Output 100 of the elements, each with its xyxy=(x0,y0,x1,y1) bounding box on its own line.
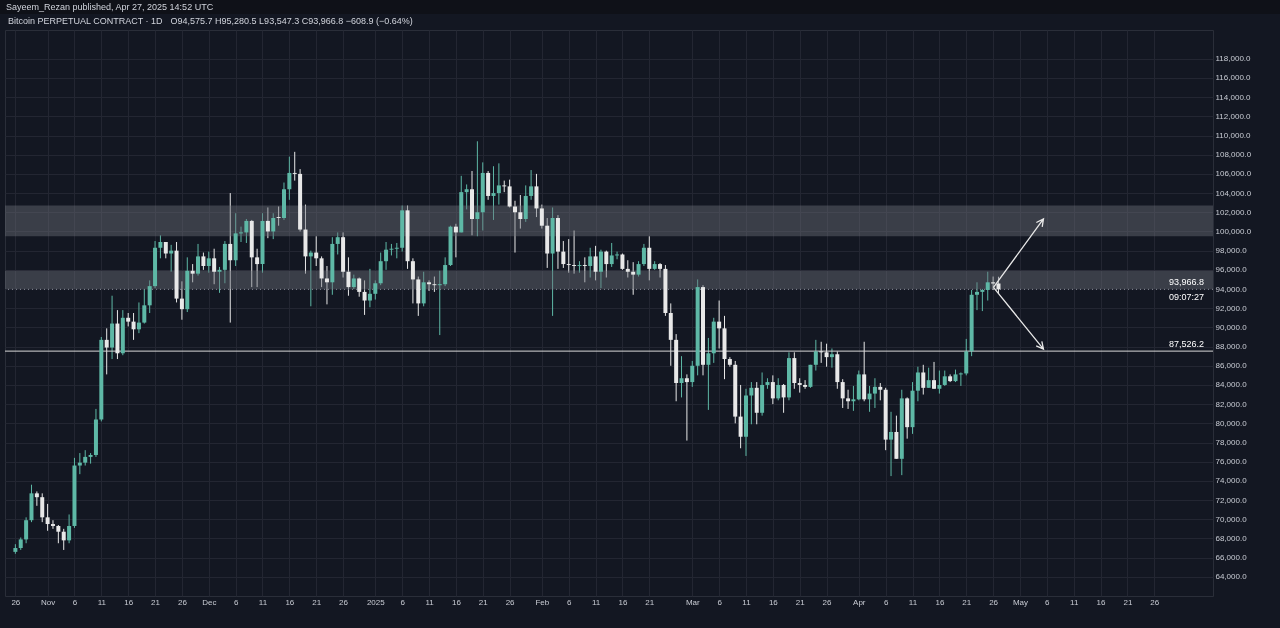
candlestick xyxy=(690,360,695,388)
y-tick-label: 90,000.0 xyxy=(1215,322,1248,332)
y-tick-label: 104,000.0 xyxy=(1215,188,1252,198)
x-tick-label: 6 xyxy=(717,597,723,607)
x-tick-label: 6 xyxy=(72,597,78,607)
candlestick xyxy=(749,381,754,425)
candlestick xyxy=(142,288,147,325)
ref-line-label: 93,966.8 xyxy=(1168,277,1204,288)
candlestick xyxy=(706,337,711,411)
candlestick xyxy=(110,295,115,360)
candlestick xyxy=(443,256,448,287)
candlestick xyxy=(196,243,201,277)
x-tick-label: 21 xyxy=(478,597,489,607)
candlestick xyxy=(803,379,808,390)
x-tick-label: 26 xyxy=(505,597,516,607)
candlestick xyxy=(980,288,985,312)
x-tick-label: 6 xyxy=(400,597,406,607)
y-tick-label: 114,000.0 xyxy=(1215,92,1252,102)
candlestick xyxy=(889,411,894,477)
y-tick-label: 88,000.0 xyxy=(1215,342,1248,352)
y-tick-label: 106,000.0 xyxy=(1215,169,1252,179)
y-tick-label: 116,000.0 xyxy=(1215,73,1252,83)
x-tick-label: 21 xyxy=(645,597,655,607)
candlestick xyxy=(824,343,829,368)
x-tick-label: 11 xyxy=(425,597,435,607)
candlestick xyxy=(518,194,523,230)
chart-subtitle: O94,575.7 H95,280.5 L93,547.3 C93,966.8 −608.9 (−0.64%) xyxy=(170,16,413,26)
candlestick xyxy=(437,270,442,336)
candlestick xyxy=(346,256,351,297)
candlestick xyxy=(265,206,270,239)
y-tick-label: 80,000.0 xyxy=(1215,418,1248,428)
candlestick xyxy=(561,240,566,269)
candlestick xyxy=(40,492,45,523)
x-tick-label: 21 xyxy=(1123,597,1133,607)
x-tick-label: 26 xyxy=(177,597,188,607)
candlestick xyxy=(228,192,233,324)
candlestick xyxy=(362,279,367,316)
candlestick xyxy=(276,206,281,227)
candlestick xyxy=(56,524,61,544)
candlestick xyxy=(271,212,276,240)
candlestick xyxy=(45,503,50,532)
x-tick-label: 26 xyxy=(339,597,349,607)
candlestick xyxy=(829,347,834,369)
candlestick xyxy=(588,247,593,279)
candlestick xyxy=(523,184,528,223)
candlestick xyxy=(432,276,437,293)
candlestick xyxy=(679,355,684,398)
y-tick-label: 70,000.0 xyxy=(1215,514,1248,524)
candlestick xyxy=(658,262,663,279)
candlestick xyxy=(781,383,786,414)
y-tick-label: 118,000.0 xyxy=(1215,54,1252,64)
x-tick-label: 16 xyxy=(1096,597,1107,607)
candlestick xyxy=(410,257,415,304)
candlestick xyxy=(641,243,646,267)
candlestick xyxy=(394,242,399,259)
x-tick-label: 6 xyxy=(566,597,572,607)
x-tick-label: Feb xyxy=(535,597,550,607)
candlestick xyxy=(615,251,620,260)
candlestick xyxy=(50,519,55,530)
x-tick-label: 21 xyxy=(151,597,161,607)
y-tick-label: 108,000.0 xyxy=(1215,150,1252,160)
candlestick xyxy=(464,183,469,210)
candlestick xyxy=(34,490,39,507)
candlestick xyxy=(566,238,571,274)
x-tick-label: 21 xyxy=(962,597,972,607)
x-tick-label: 16 xyxy=(124,597,134,607)
candlestick xyxy=(529,169,534,201)
candlestick xyxy=(61,528,66,551)
x-tick-label: 6 xyxy=(883,597,889,607)
y-tick-label: 68,000.0 xyxy=(1215,533,1248,543)
candlestick xyxy=(179,280,184,321)
candlestick xyxy=(534,173,539,218)
candlestick xyxy=(190,263,195,283)
candlestick xyxy=(915,366,920,402)
candlestick xyxy=(539,204,544,230)
candlestick xyxy=(158,234,163,259)
y-tick-label: 110,000.0 xyxy=(1215,131,1252,141)
y-tick-label: 66,000.0 xyxy=(1215,553,1248,563)
candlestick xyxy=(813,339,818,372)
chart-title: Bitcoin PERPETUAL CONTRACT · 1D xyxy=(8,16,163,26)
y-tick-label: 96,000.0 xyxy=(1215,265,1248,275)
candlestick xyxy=(416,276,421,317)
candlestick xyxy=(212,248,217,285)
candlestick xyxy=(324,265,329,305)
y-tick-label: 64,000.0 xyxy=(1215,572,1248,582)
candlestick xyxy=(486,170,491,201)
y-tick-label: 84,000.0 xyxy=(1215,380,1248,390)
candlestick xyxy=(797,377,802,394)
candlestick xyxy=(932,361,937,390)
candlestick xyxy=(373,279,378,301)
candlestick xyxy=(964,338,969,376)
y-tick-label: 82,000.0 xyxy=(1215,399,1248,409)
y-tick-label: 100,000.0 xyxy=(1215,226,1252,236)
candlestick xyxy=(921,364,926,396)
candlestick xyxy=(319,255,324,288)
x-tick-label: 6 xyxy=(1045,597,1051,607)
candlestick xyxy=(631,261,636,296)
candlestick xyxy=(572,230,577,275)
candlestick xyxy=(926,367,931,389)
candlestick xyxy=(975,281,979,311)
